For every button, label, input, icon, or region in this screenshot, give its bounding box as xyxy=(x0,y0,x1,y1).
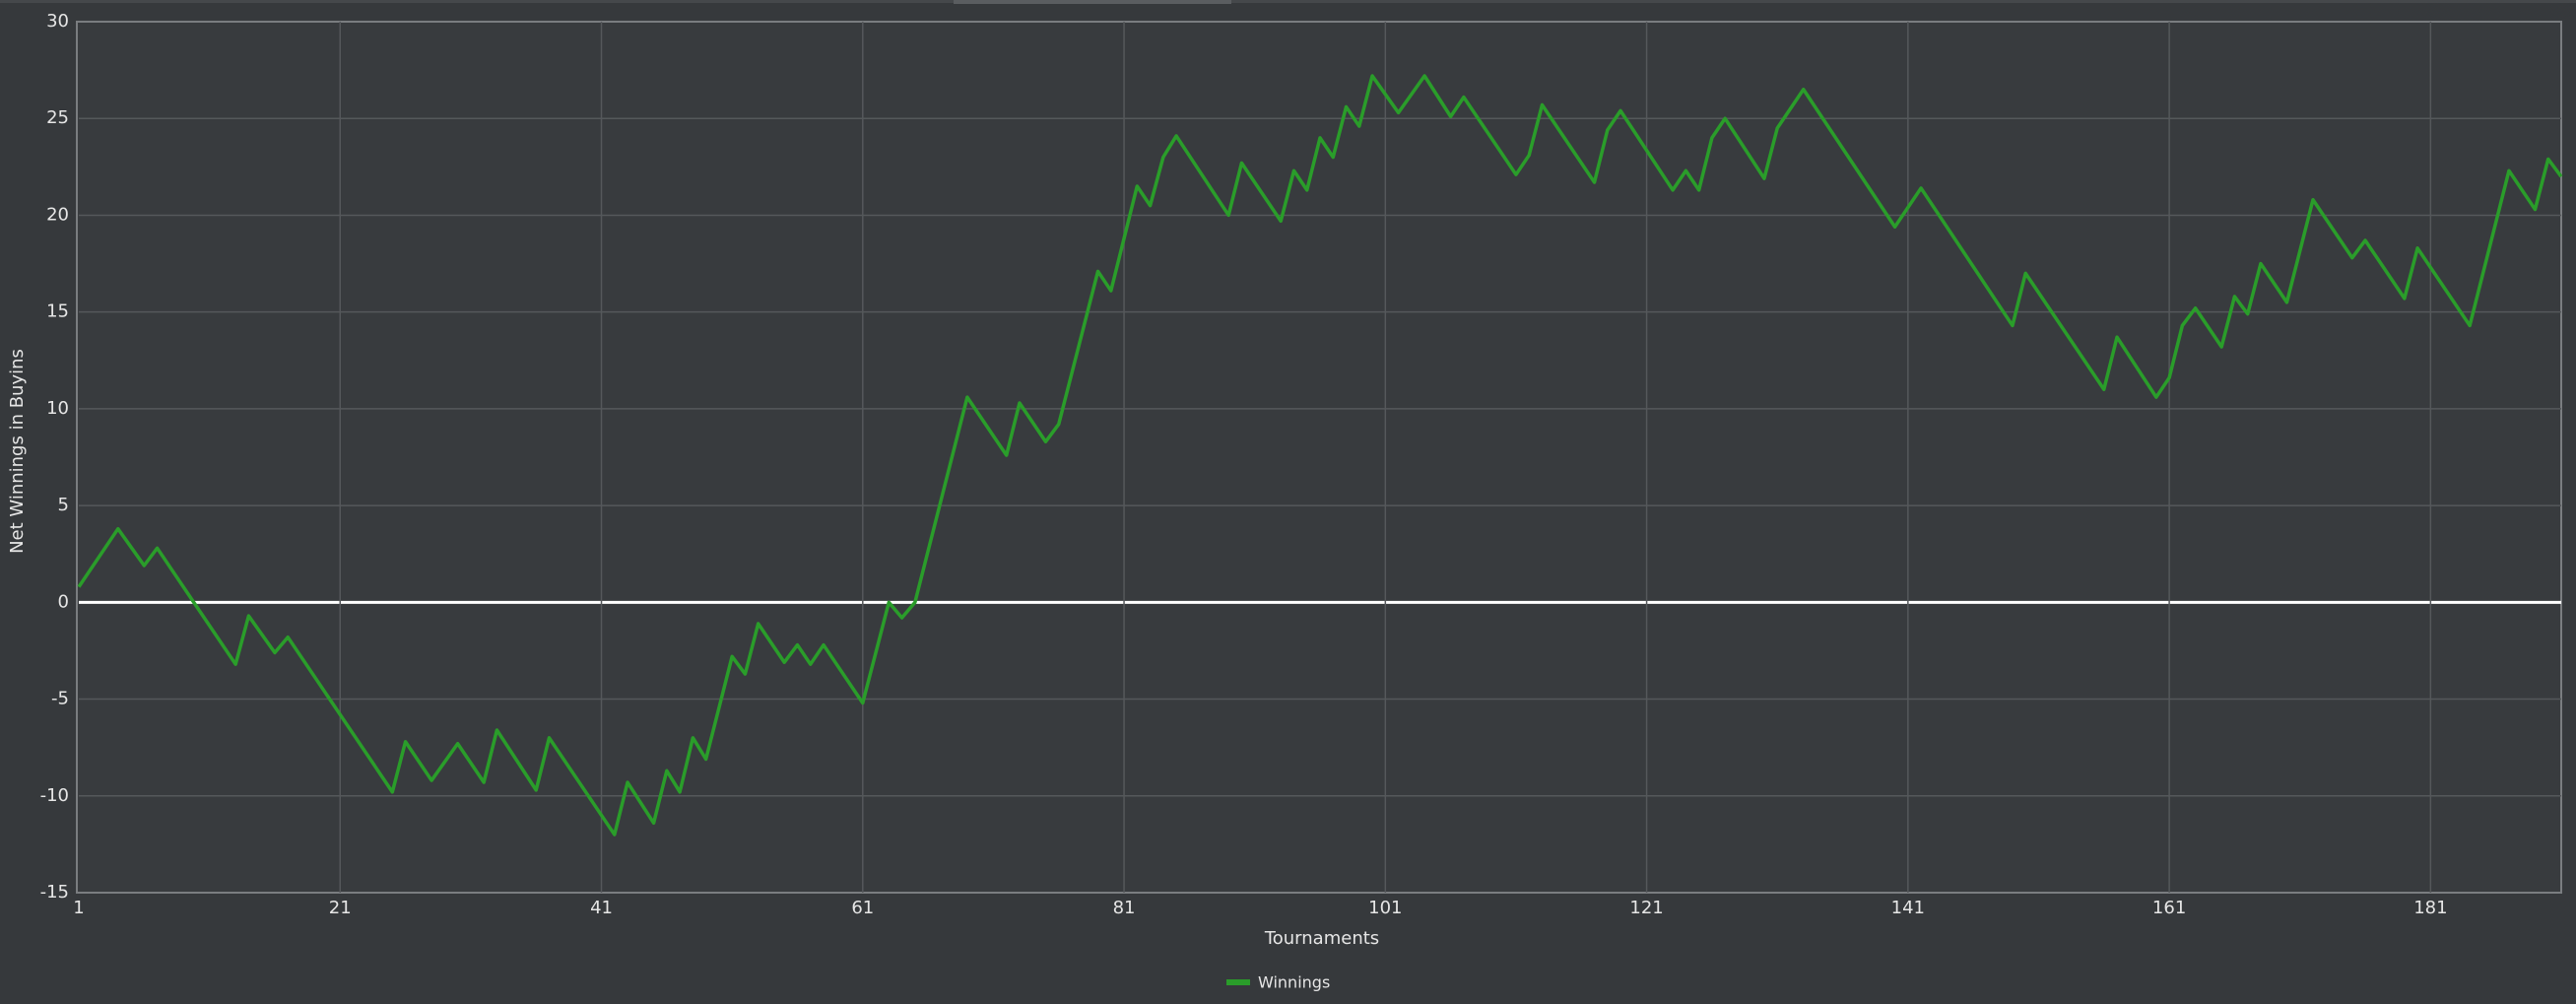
y-tick-label: 10 xyxy=(46,398,69,419)
x-tick-label: 121 xyxy=(1629,898,1663,918)
top-bar xyxy=(0,0,2576,3)
x-tick-label: 61 xyxy=(851,898,874,918)
legend-swatch xyxy=(1226,979,1250,985)
y-tick-label: 0 xyxy=(58,591,69,612)
y-tick-label: 25 xyxy=(46,107,69,128)
x-tick-label: 1 xyxy=(73,898,84,918)
y-axis-label: Net Winnings in Buyins xyxy=(7,349,28,554)
y-tick-label: 5 xyxy=(58,495,69,515)
y-tick-label: -10 xyxy=(40,785,69,806)
y-tick-label: -5 xyxy=(51,689,69,709)
y-tick-label: -15 xyxy=(40,882,69,903)
x-tick-label: 21 xyxy=(329,898,352,918)
y-tick-label: 20 xyxy=(46,204,69,225)
y-tick-label: 30 xyxy=(46,11,69,32)
y-tick-label: 15 xyxy=(46,301,69,322)
x-axis-label: Tournaments xyxy=(1264,928,1379,949)
series-line xyxy=(77,74,2563,837)
x-tick-label: 141 xyxy=(1891,898,1925,918)
x-tick-label: 101 xyxy=(1368,898,1402,918)
x-tick-label: 161 xyxy=(2152,898,2186,918)
plot-area xyxy=(76,21,2562,894)
x-tick-label: 41 xyxy=(590,898,613,918)
x-tick-label: 181 xyxy=(2413,898,2447,918)
x-tick-label: 81 xyxy=(1113,898,1136,918)
top-tab xyxy=(954,0,1231,4)
legend-label: Winnings xyxy=(1258,973,1330,992)
